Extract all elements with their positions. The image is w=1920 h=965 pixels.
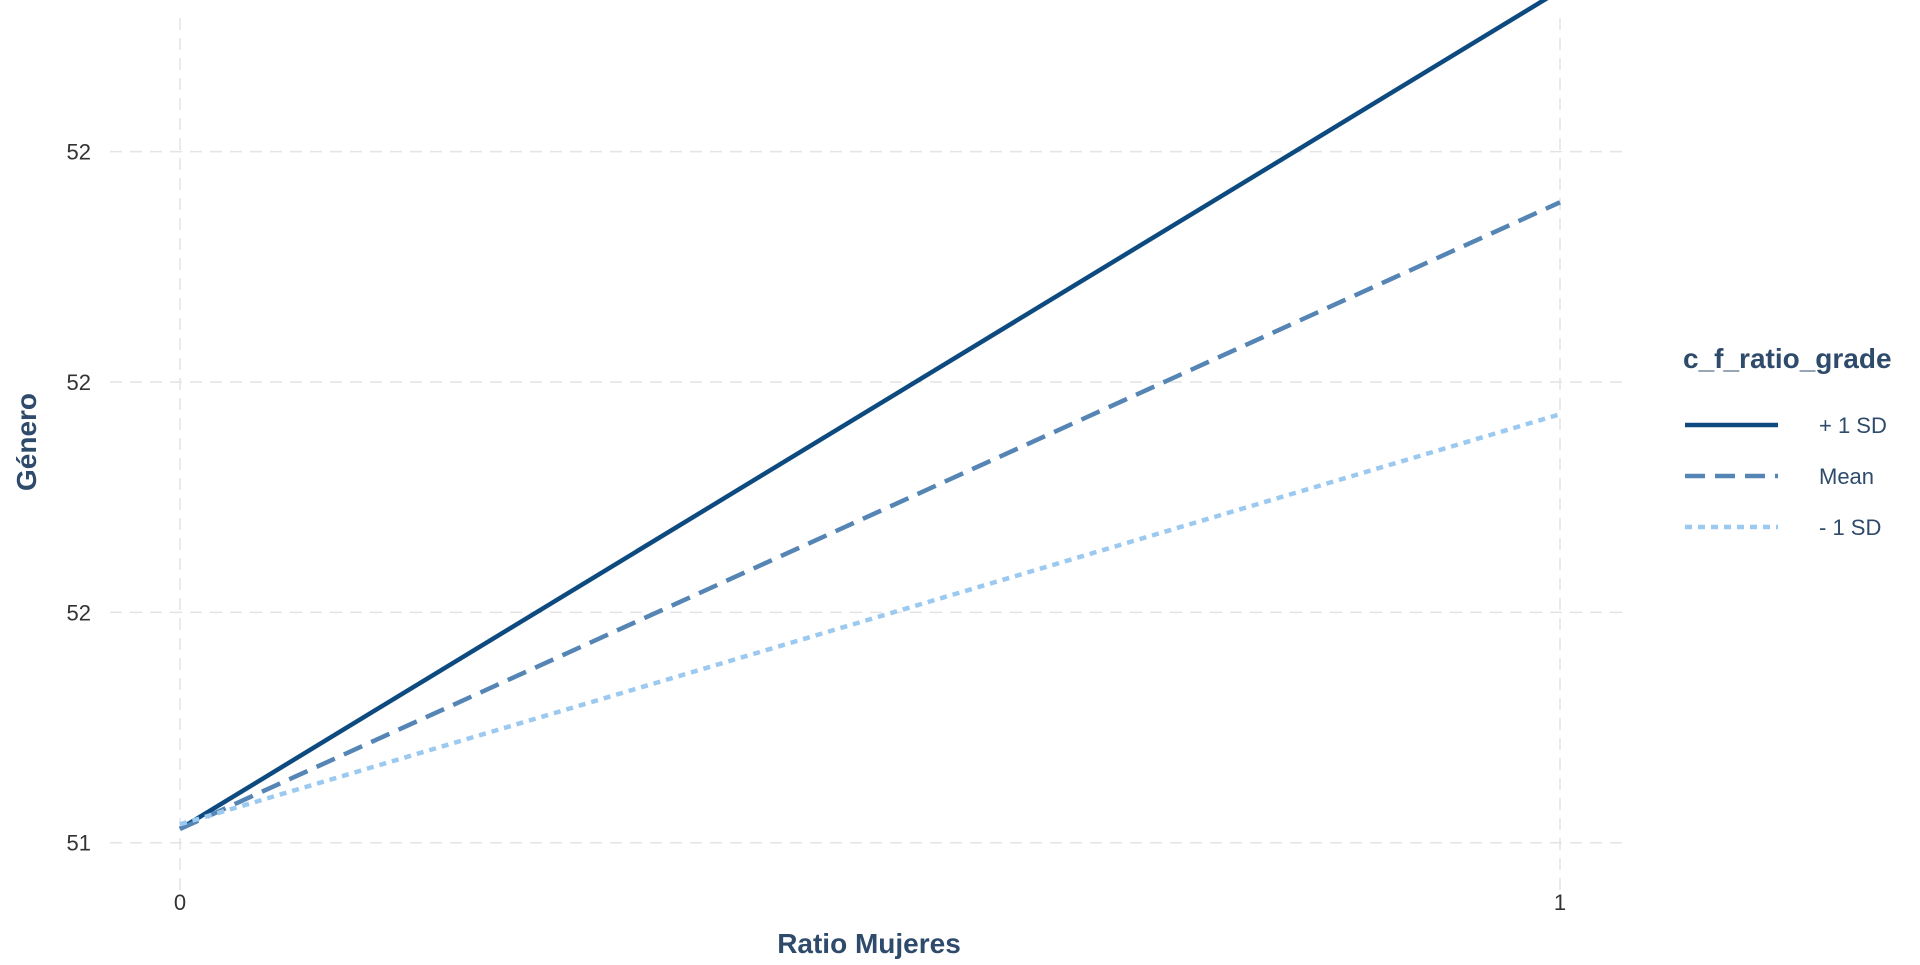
y-tick-label: 52 <box>67 600 91 625</box>
y-axis-ticks: 51 52 52 52 <box>67 140 91 856</box>
legend-label: Mean <box>1819 464 1874 489</box>
y-tick-label: 52 <box>67 140 91 165</box>
grid <box>110 18 1630 900</box>
series-lines <box>178 0 1561 831</box>
legend-items: + 1 SD Mean - 1 SD <box>1685 413 1887 540</box>
legend-item: + 1 SD <box>1685 413 1887 438</box>
legend: c_f_ratio_grade + 1 SD Mean - 1 SD <box>1683 343 1892 540</box>
x-tick-label: 0 <box>174 890 186 915</box>
legend-label: - 1 SD <box>1819 515 1881 540</box>
legend-item: Mean <box>1685 464 1874 489</box>
y-tick-label: 51 <box>67 831 91 856</box>
y-axis-title: Género <box>11 393 42 491</box>
y-tick-label: 52 <box>67 370 91 395</box>
series-line-1 <box>178 0 1549 831</box>
legend-label: + 1 SD <box>1819 413 1887 438</box>
x-axis-title: Ratio Mujeres <box>777 928 961 959</box>
series-line-3 <box>179 412 1561 827</box>
x-tick-label: 1 <box>1554 890 1566 915</box>
series-line-2 <box>179 200 1561 831</box>
legend-item: - 1 SD <box>1685 515 1881 540</box>
legend-title: c_f_ratio_grade <box>1683 343 1892 374</box>
